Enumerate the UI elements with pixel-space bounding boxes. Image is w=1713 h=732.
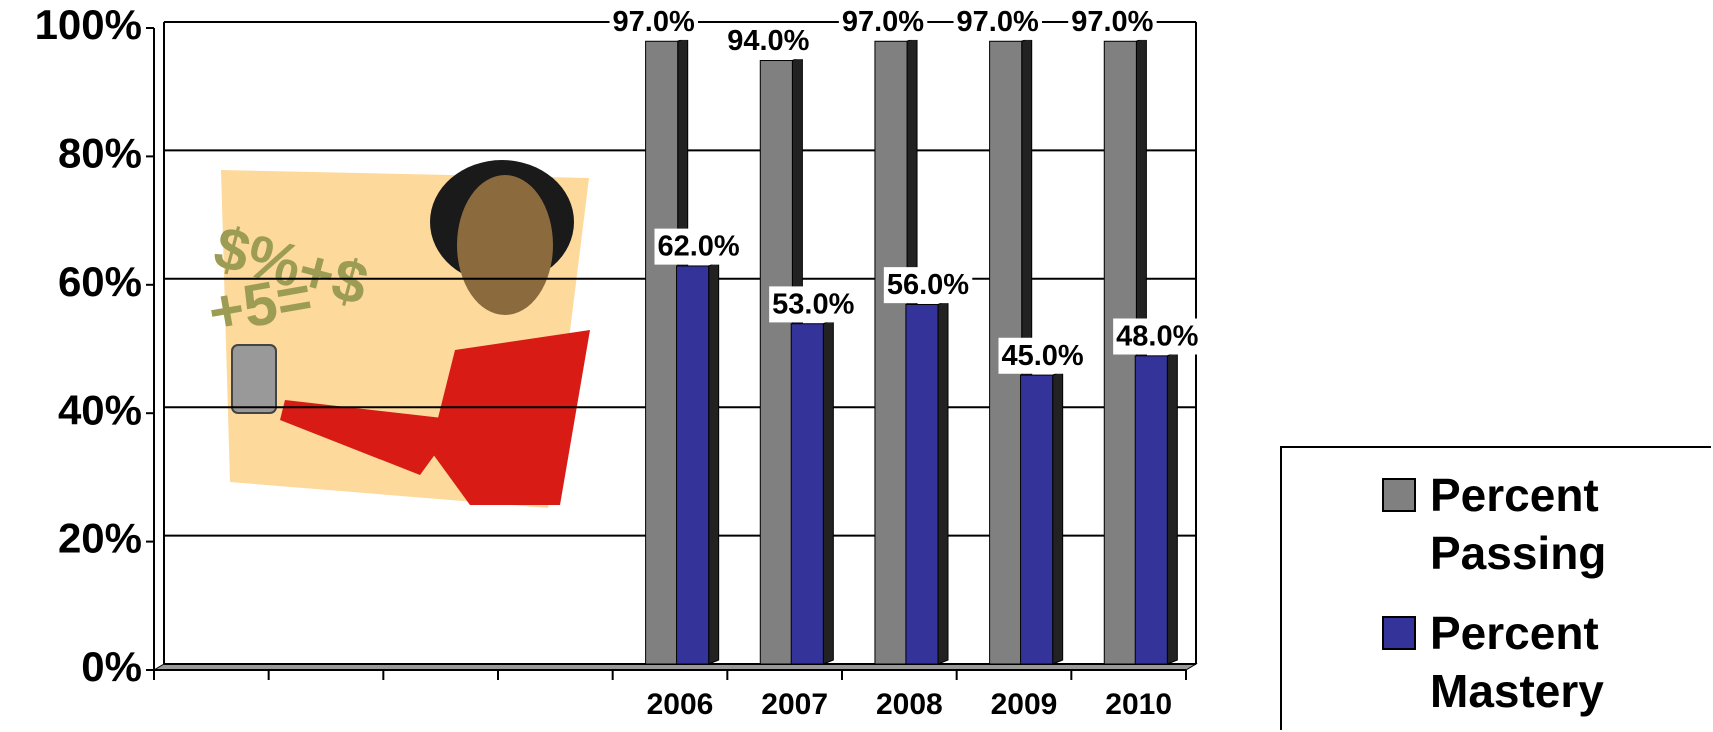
x-tick-label: 2009 xyxy=(991,688,1058,721)
value-label-text: 53.0% xyxy=(772,288,854,320)
y-tick-label: 20% xyxy=(58,515,142,562)
legend-label: Percent Mastery xyxy=(1430,607,1604,717)
y-tick-label: 80% xyxy=(58,129,142,176)
y-tick-label: 60% xyxy=(58,258,142,305)
value-label-text: 97.0% xyxy=(842,6,924,38)
value-label-text: 62.0% xyxy=(657,231,739,263)
value-label-bg xyxy=(724,23,813,60)
value-label: 94.0% xyxy=(724,23,813,60)
legend-item: Percent Passing xyxy=(1382,466,1711,582)
value-label-bg xyxy=(609,3,698,40)
x-tick-label: 2006 xyxy=(647,688,714,721)
value-label: 48.0% xyxy=(1113,318,1202,355)
x-tick-label: 2007 xyxy=(761,688,828,721)
legend-item: Percent Mastery xyxy=(1382,604,1711,720)
bar xyxy=(1134,355,1168,665)
bar-side xyxy=(1166,351,1178,665)
value-label-text: 56.0% xyxy=(887,269,969,301)
value-label-bg xyxy=(953,3,1042,40)
value-label-bg xyxy=(769,286,858,323)
x-tick-label: 2008 xyxy=(876,688,943,721)
value-label: 62.0% xyxy=(654,228,743,265)
bar-side xyxy=(1052,370,1064,665)
value-label: 56.0% xyxy=(883,267,973,304)
legend-label: Percent Passing xyxy=(1430,469,1607,579)
clip-art: $%+$ +5= xyxy=(203,160,590,508)
bar xyxy=(874,40,908,665)
y-tick-label: 0% xyxy=(81,643,142,690)
value-label-text: 94.0% xyxy=(727,25,809,57)
value-label: 97.0% xyxy=(1068,3,1157,40)
bar-side xyxy=(708,261,720,665)
value-label-text: 97.0% xyxy=(613,6,695,38)
bar xyxy=(790,323,824,665)
value-label-bg xyxy=(1113,318,1202,355)
value-label-text: 97.0% xyxy=(957,6,1039,38)
bar-side xyxy=(822,319,834,665)
value-label-text: 45.0% xyxy=(1001,340,1083,372)
value-label-text: 97.0% xyxy=(1071,6,1153,38)
y-tick-label: 100% xyxy=(35,1,142,48)
bar xyxy=(759,60,793,665)
bar xyxy=(905,303,939,665)
y-tick-label: 40% xyxy=(58,386,142,433)
bar xyxy=(1020,374,1054,665)
value-label: 97.0% xyxy=(953,3,1042,40)
value-label-bg xyxy=(654,228,743,265)
x-tick-label: 2010 xyxy=(1105,688,1172,721)
value-label-bg xyxy=(998,337,1087,374)
value-label-bg xyxy=(1068,3,1157,40)
value-label-bg xyxy=(883,267,973,304)
legend-swatch xyxy=(1382,478,1416,512)
value-label: 97.0% xyxy=(838,3,928,40)
bar xyxy=(645,40,679,665)
value-label: 97.0% xyxy=(609,3,698,40)
value-label: 45.0% xyxy=(998,337,1087,374)
value-label: 53.0% xyxy=(769,286,858,323)
bar-side xyxy=(937,299,949,665)
bar xyxy=(676,265,710,665)
legend-swatch xyxy=(1382,616,1416,650)
legend: Percent Passing Percent Mastery xyxy=(1280,446,1711,730)
value-label-bg xyxy=(838,3,928,40)
value-label-text: 48.0% xyxy=(1116,320,1198,352)
